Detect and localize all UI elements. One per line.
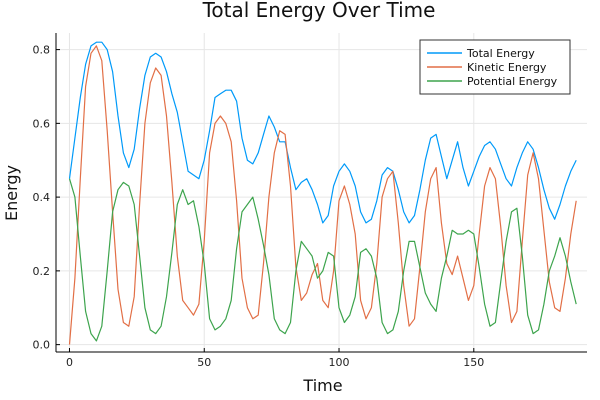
- x-tick-label: 50: [197, 356, 211, 369]
- y-axis-label: Energy: [2, 165, 21, 221]
- series-layer: [68, 41, 577, 345]
- legend-item-potential-energy-label: Potential Energy: [467, 75, 558, 88]
- tick-labels: 0 50 100 150 0.0 0.2 0.4 0.6 0.8: [33, 44, 485, 369]
- x-axis-label: Time: [302, 376, 342, 395]
- y-tick-label: 0.6: [33, 117, 51, 130]
- legend-item-total-energy-label: Total Energy: [466, 47, 535, 60]
- y-tick-label: 0.4: [33, 191, 51, 204]
- x-tick-label: 100: [329, 356, 350, 369]
- chart-title: Total Energy Over Time: [202, 0, 436, 22]
- x-tick-label: 150: [463, 356, 484, 369]
- y-tick-label: 0.8: [33, 44, 51, 57]
- x-tick-label: 0: [66, 356, 73, 369]
- axes: [55, 33, 587, 353]
- potential-energy-line: [68, 178, 577, 342]
- kinetic-energy-line: [68, 45, 577, 345]
- y-tick-label: 0.0: [33, 339, 51, 352]
- y-tick-label: 0.2: [33, 265, 51, 278]
- legend-item-kinetic-energy-label: Kinetic Energy: [467, 61, 547, 74]
- total-energy-line: [68, 41, 577, 224]
